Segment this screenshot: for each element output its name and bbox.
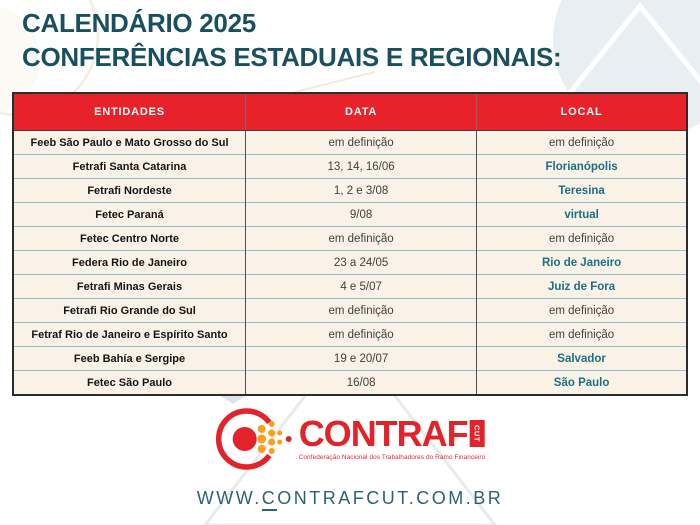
local-cell: Florianópolis	[476, 154, 687, 179]
local-cell: Salvador	[476, 346, 687, 371]
website-url[interactable]: WWW.CONTRAFCUT.COM.BR	[0, 488, 700, 511]
logo-wordmark: CONTRAF CUT	[298, 412, 486, 454]
date-cell: 23 a 24/05	[245, 250, 477, 275]
column-header-entidades: ENTIDADES	[13, 93, 246, 131]
circle-decoration-left	[0, 7, 40, 113]
local-cell: São Paulo	[476, 370, 687, 395]
table-row: Fetrafi Santa Catarina 13, 14, 16/06 Flo…	[13, 154, 687, 179]
table-row: Fetrafi Rio Grande do Sul em definição e…	[13, 298, 687, 323]
column-header-local: LOCAL	[476, 93, 687, 131]
cut-badge: CUT	[469, 420, 485, 447]
table-row: Feeb São Paulo e Mato Grosso do Sul em d…	[13, 130, 687, 155]
table-row: Fetec São Paulo 16/08 São Paulo	[13, 370, 687, 395]
local-cell: Rio de Janeiro	[476, 250, 687, 275]
page-title-line2: CONFERÊNCIAS ESTADUAIS E REGIONAIS:	[22, 42, 562, 72]
date-cell: 13, 14, 16/06	[245, 154, 477, 179]
entity-cell: Feeb Bahía e Sergipe	[13, 346, 246, 371]
table-row: Federa Rio de Janeiro 23 a 24/05 Rio de …	[13, 250, 687, 275]
entity-cell: Fetrafi Nordeste	[13, 178, 246, 203]
entity-cell: Fetrafi Santa Catarina	[13, 154, 246, 179]
entity-cell: Fetrafi Rio Grande do Sul	[13, 298, 246, 323]
date-cell: em definição	[245, 130, 477, 155]
column-header-data: DATA	[245, 93, 477, 131]
table-row: Fetraf Rio de Janeiro e Espírito Santo e…	[13, 322, 687, 347]
logo-small-dot	[285, 436, 292, 442]
url-rest: ONTRAFCUT.COM.BR	[277, 488, 504, 508]
contraf-logo-icon	[215, 408, 292, 470]
date-cell: em definição	[245, 226, 477, 251]
local-cell: em definição	[476, 130, 687, 155]
page-title: CALENDÁRIO 2025 CONFERÊNCIAS ESTADUAIS E…	[22, 6, 562, 74]
table-row: Fetrafi Minas Gerais 4 e 5/07 Juiz de Fo…	[13, 274, 687, 299]
table-row: Fetec Paraná 9/08 virtual	[13, 202, 687, 227]
entity-cell: Fetec São Paulo	[13, 370, 246, 395]
date-cell: 16/08	[245, 370, 477, 395]
line-decoration	[294, 71, 376, 93]
url-underlined-c: C	[261, 488, 278, 511]
local-cell: em definição	[476, 298, 687, 323]
local-cell: Teresina	[476, 178, 687, 203]
date-cell: em definição	[245, 298, 477, 323]
schedule-body: Feeb São Paulo e Mato Grosso do Sul em d…	[13, 130, 687, 395]
entity-cell: Fetec Centro Norte	[13, 226, 246, 251]
page-title-line1: CALENDÁRIO 2025	[22, 8, 256, 38]
table-header-row: ENTIDADES DATA LOCAL	[13, 93, 687, 131]
date-cell: 19 e 20/07	[245, 346, 477, 371]
contraf-cut-logo: CONTRAF CUT Confederação Nacional dos Tr…	[215, 402, 486, 474]
logo-orange-dots	[257, 421, 283, 454]
logo-big-dot	[232, 427, 257, 451]
triangle-outline-decoration	[203, 335, 497, 525]
url-www: WWW.	[196, 488, 262, 508]
schedule-table: ENTIDADES DATA LOCAL Feeb São Paulo e Ma…	[12, 92, 688, 396]
entity-cell: Feeb São Paulo e Mato Grosso do Sul	[13, 130, 246, 155]
entity-cell: Fetraf Rio de Janeiro e Espírito Santo	[13, 322, 246, 347]
table-row: Fetrafi Nordeste 1, 2 e 3/08 Teresina	[13, 178, 687, 203]
local-cell: Juiz de Fora	[476, 274, 687, 299]
logo-arc	[215, 408, 278, 470]
entity-cell: Federa Rio de Janeiro	[13, 250, 246, 275]
entity-cell: Fetec Paraná	[13, 202, 246, 227]
table-row: Feeb Bahía e Sergipe 19 e 20/07 Salvador	[13, 346, 687, 371]
date-cell: 1, 2 e 3/08	[245, 178, 477, 203]
entity-cell: Fetrafi Minas Gerais	[13, 274, 246, 299]
schedule-table-container: ENTIDADES DATA LOCAL Feeb São Paulo e Ma…	[12, 92, 688, 396]
date-cell: em definição	[245, 322, 477, 347]
date-cell: 4 e 5/07	[245, 274, 477, 299]
logo-wordmark-text: CONTRAF	[298, 412, 469, 454]
table-row: Fetec Centro Norte em definição em defin…	[13, 226, 687, 251]
local-cell: em definição	[476, 226, 687, 251]
date-cell: 9/08	[245, 202, 477, 227]
local-cell: em definição	[476, 322, 687, 347]
logo-text-block: CONTRAF CUT Confederação Nacional dos Tr…	[298, 412, 486, 461]
local-cell: virtual	[476, 202, 687, 227]
logo-tagline: Confederação Nacional dos Trabalhadores …	[298, 453, 486, 461]
